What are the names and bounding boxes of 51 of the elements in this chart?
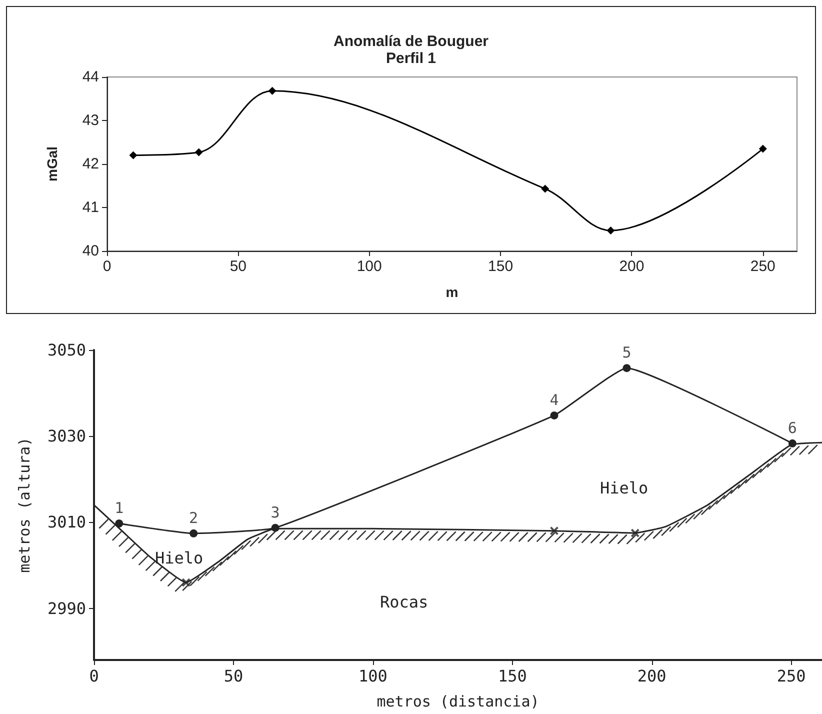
- point: [622, 364, 631, 372]
- annotation: Rocas: [380, 592, 428, 612]
- y-tick-label: 40: [82, 242, 99, 260]
- point: [271, 524, 280, 532]
- point: [550, 526, 559, 536]
- annotation: 6: [788, 418, 797, 437]
- x-axis-title: m: [446, 284, 458, 300]
- x-tick-label: 200: [619, 258, 644, 275]
- annotation: 5: [622, 344, 632, 362]
- x-axis-title: metros (distancia): [376, 692, 540, 710]
- point: [194, 148, 203, 156]
- point: [788, 439, 796, 448]
- annotation: 1: [114, 499, 124, 518]
- y-tick-label: 2990: [47, 598, 86, 618]
- y-tick-label: 42: [82, 156, 99, 172]
- point: [550, 411, 558, 420]
- annotation: Hielo: [155, 548, 204, 568]
- point: [182, 578, 191, 587]
- x-tick-label: 100: [356, 258, 382, 275]
- point: [115, 520, 124, 528]
- y-tick-label: 3030: [47, 426, 86, 446]
- x-tick-label: 150: [498, 666, 527, 686]
- y-tick-label: 41: [82, 199, 99, 216]
- annotation: 4: [550, 390, 559, 409]
- annotation: Hielo: [600, 478, 648, 498]
- y-axis-title: mGal: [44, 146, 60, 182]
- chart-subtitle: Perfil 1: [386, 50, 436, 67]
- chart-title: Anomalía de Bouguer: [333, 33, 489, 50]
- y-axis-title: metros (altura): [16, 437, 34, 573]
- y-tick-label: 3010: [47, 512, 86, 532]
- x-tick-label: 50: [224, 666, 244, 686]
- x-tick-label: 250: [750, 258, 776, 275]
- x-tick-label: 0: [89, 666, 99, 686]
- x-tick-label: 250: [776, 666, 806, 686]
- point: [630, 528, 640, 538]
- x-tick-label: 50: [230, 258, 247, 275]
- x-tick-label: 200: [637, 666, 666, 686]
- x-tick-label: 150: [488, 258, 514, 275]
- point: [606, 226, 615, 235]
- y-tick-label: 44: [82, 68, 99, 86]
- x-tick-label: 0: [102, 258, 112, 275]
- x-tick-label: 100: [358, 666, 388, 686]
- y-tick-label: 43: [82, 112, 99, 129]
- point: [129, 151, 138, 160]
- point: [758, 144, 767, 153]
- annotation: 2: [189, 508, 198, 527]
- point: [268, 86, 276, 95]
- annotation: 3: [270, 503, 280, 522]
- point: [541, 184, 550, 193]
- y-tick-label: 3050: [47, 340, 86, 360]
- point: [190, 529, 198, 538]
